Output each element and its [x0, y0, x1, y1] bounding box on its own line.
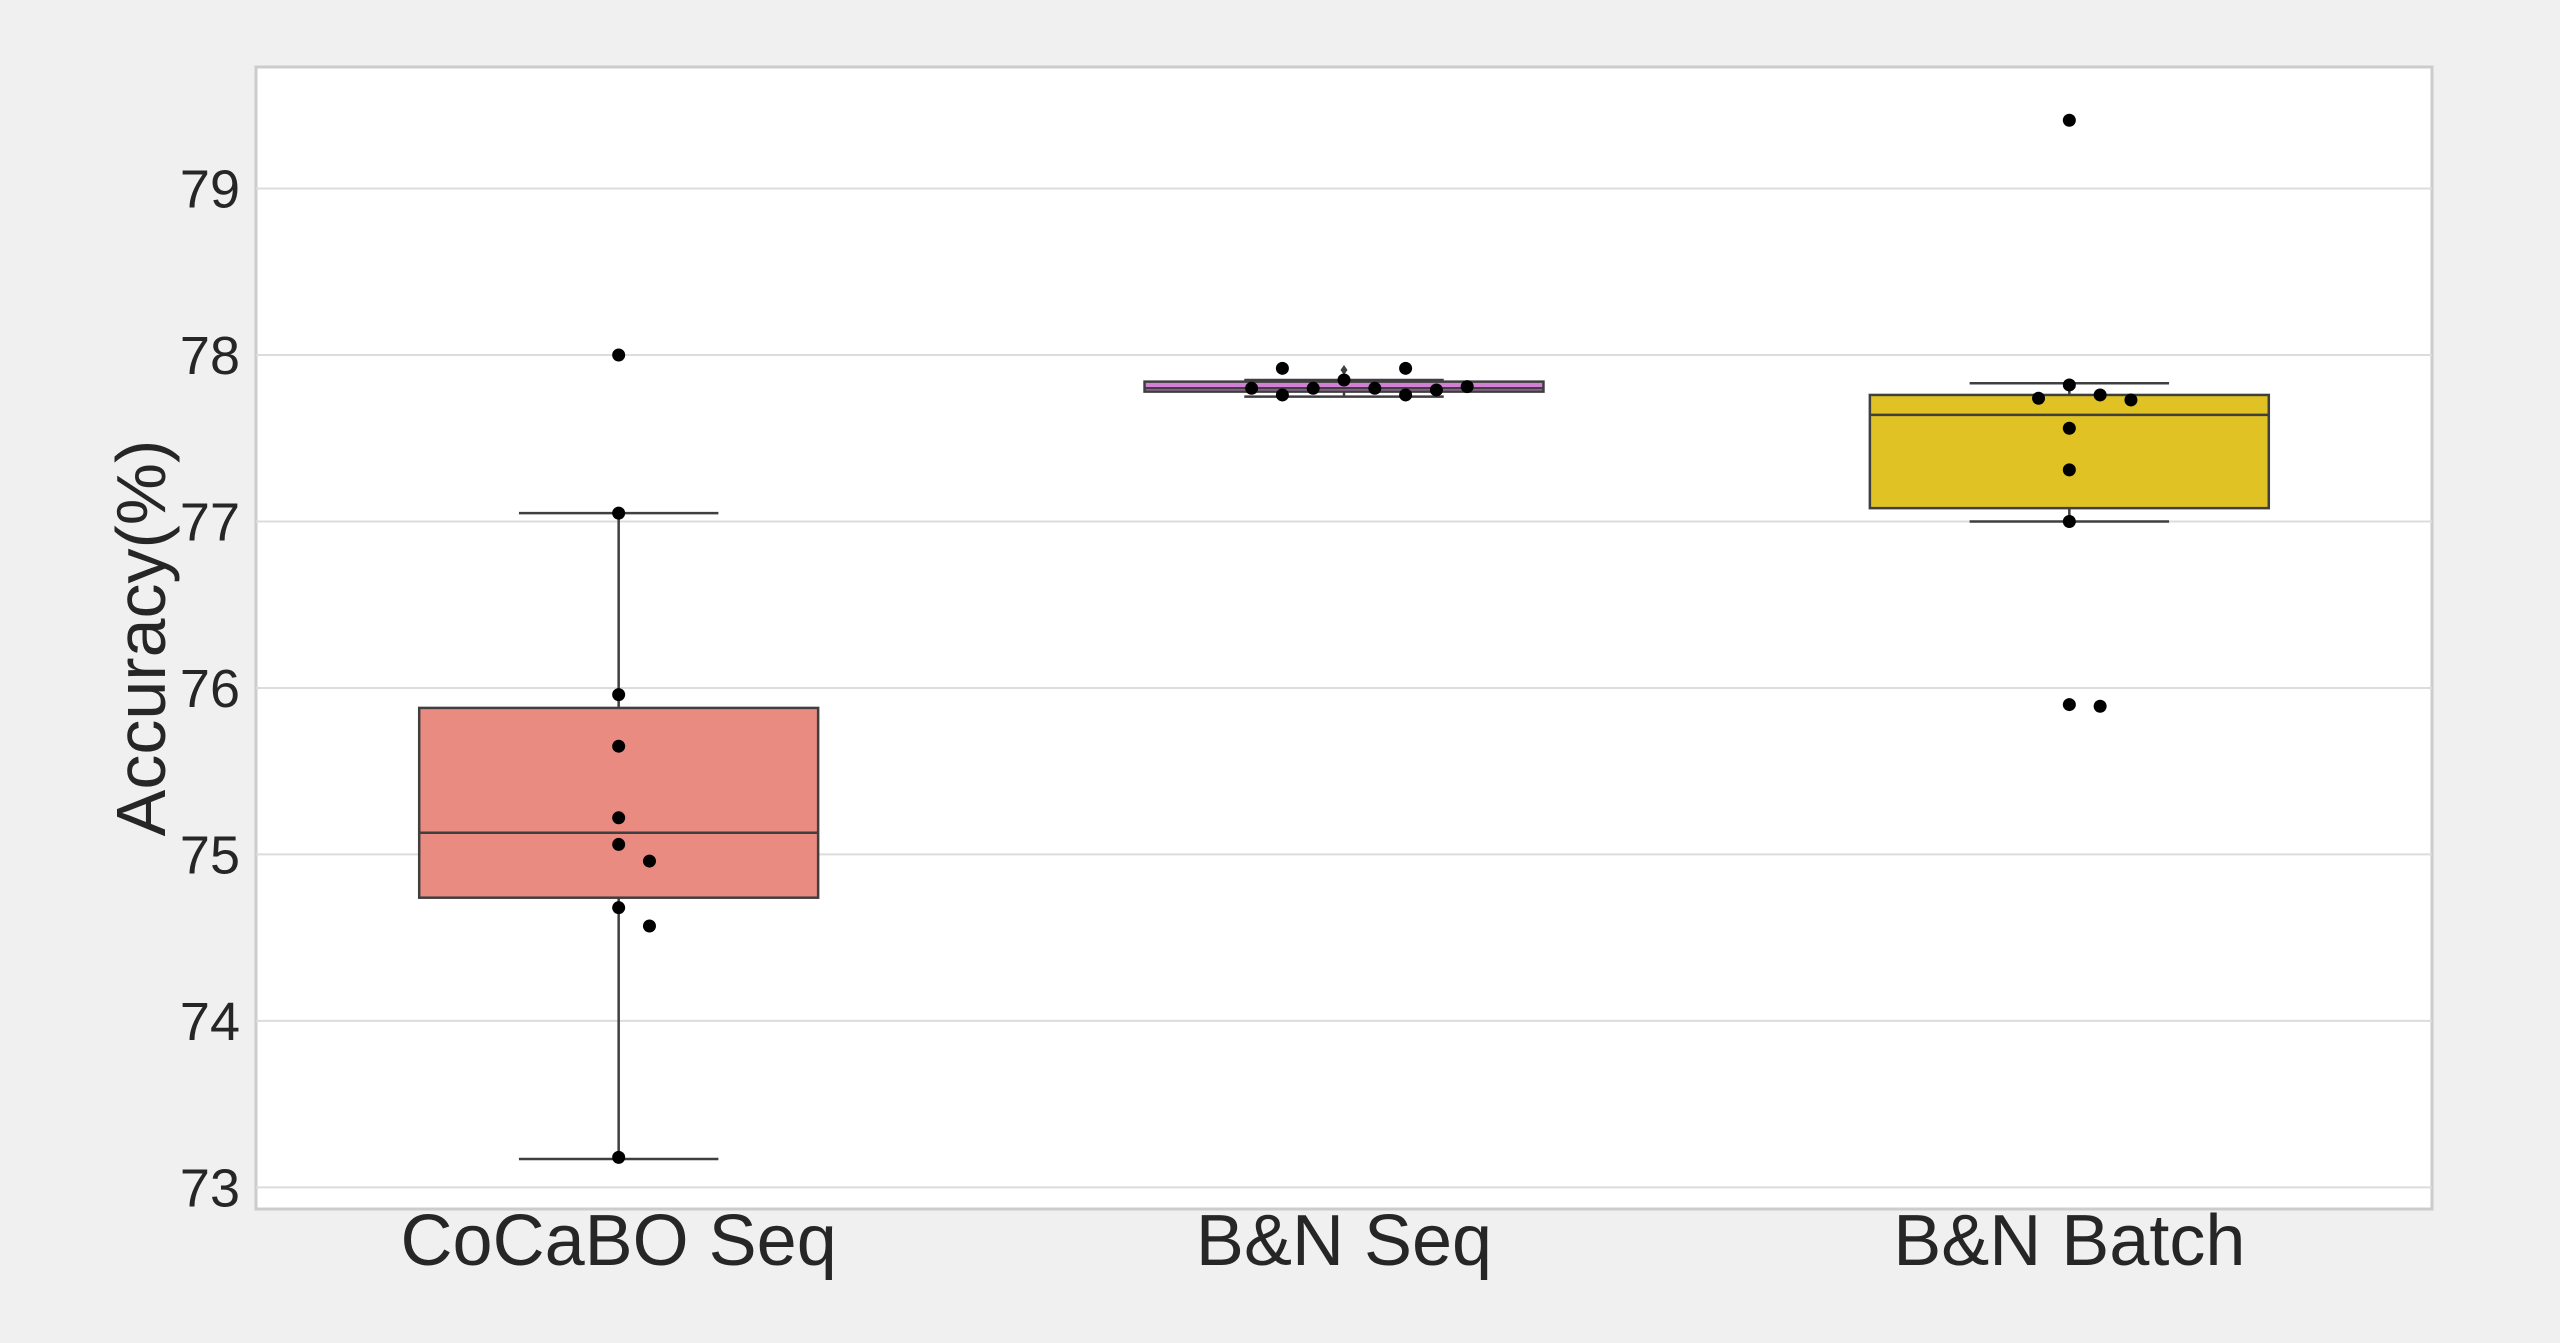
data-point — [612, 506, 626, 520]
y-axis-label: Accuracy(%) — [102, 440, 180, 837]
y-tick-label: 75 — [180, 825, 240, 885]
data-point — [1460, 380, 1474, 394]
data-points — [612, 113, 2138, 1164]
data-point — [2124, 393, 2138, 407]
data-point — [2062, 378, 2076, 392]
data-point — [1429, 383, 1443, 397]
data-point — [2062, 514, 2076, 528]
data-point — [2093, 388, 2107, 402]
data-point — [1368, 381, 1382, 395]
data-point — [2032, 391, 2046, 405]
boxes — [417, 364, 2271, 1161]
x-tick-label: CoCaBO Seq — [401, 1201, 837, 1281]
data-point — [2062, 463, 2076, 477]
data-point — [642, 854, 656, 868]
data-point — [612, 901, 626, 915]
data-point — [2062, 113, 2076, 127]
data-point — [1399, 388, 1413, 402]
data-point — [1275, 388, 1289, 402]
data-point — [1245, 381, 1259, 395]
plot-area-background — [254, 65, 2434, 1211]
data-point — [612, 811, 626, 825]
data-point — [612, 739, 626, 753]
y-tick-label: 73 — [180, 1158, 240, 1218]
y-axis-ticks: 73 74 75 76 77 78 79 — [180, 160, 240, 1219]
data-point — [1337, 373, 1351, 387]
data-point — [612, 348, 626, 362]
data-point — [2062, 421, 2076, 435]
data-point — [612, 688, 626, 702]
y-tick-label: 77 — [180, 492, 240, 552]
data-point — [642, 919, 656, 933]
y-tick-label: 74 — [180, 992, 240, 1052]
y-tick-label: 76 — [180, 659, 240, 719]
data-point — [1306, 381, 1320, 395]
x-axis-ticks: CoCaBO Seq B&N Seq B&N Batch — [401, 1201, 2246, 1281]
x-tick-label: B&N Batch — [1893, 1201, 2245, 1281]
data-point — [612, 1150, 626, 1164]
x-tick-label: B&N Seq — [1196, 1201, 1492, 1281]
box-2 — [1868, 393, 2271, 510]
data-point — [2062, 698, 2076, 712]
data-point — [612, 837, 626, 851]
box-0 — [417, 706, 820, 899]
outlier-marker — [1340, 364, 1348, 375]
data-point — [1275, 361, 1289, 375]
data-point — [2093, 699, 2107, 713]
y-tick-label: 78 — [180, 326, 240, 386]
y-tick-label: 79 — [180, 160, 240, 220]
data-point — [1399, 361, 1413, 375]
